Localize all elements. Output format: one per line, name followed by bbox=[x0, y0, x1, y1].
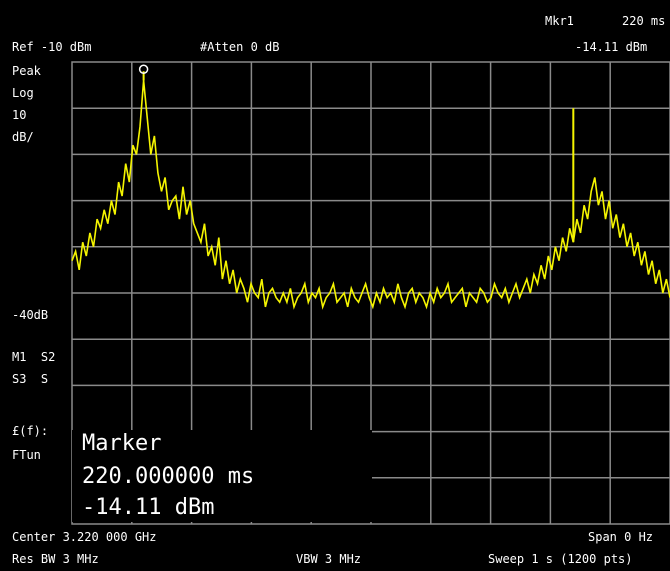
peak-label: Peak bbox=[12, 64, 41, 78]
ftun-label: FTun bbox=[12, 448, 41, 462]
div-label: 10 bbox=[12, 108, 27, 122]
scale-label: Log bbox=[12, 86, 34, 100]
sweep: Sweep 1 s (1200 pts) bbox=[488, 552, 633, 566]
marker-info-box: Marker 220.000000 ms -14.11 dBm bbox=[72, 430, 372, 522]
fc-label: £(f): bbox=[12, 424, 49, 438]
ref-mark-label: -40dB bbox=[12, 308, 49, 322]
marker-readout-top: -14.11 dBm bbox=[575, 40, 648, 54]
marker-time: 220.000000 ms bbox=[82, 464, 255, 489]
res-bw: Res BW 3 MHz bbox=[12, 552, 99, 566]
span: Span 0 Hz bbox=[588, 530, 654, 544]
attenuation: #Atten 0 dB bbox=[200, 40, 280, 54]
vbw: VBW 3 MHz bbox=[296, 552, 362, 566]
trace-line bbox=[71, 80, 670, 310]
ref-level: Ref -10 dBm bbox=[12, 40, 92, 54]
marker-point bbox=[138, 64, 149, 74]
m1-label: M1 S2 bbox=[12, 350, 56, 364]
marker-title: Marker bbox=[82, 431, 162, 456]
unit-label: dB/ bbox=[12, 130, 34, 144]
marker-amplitude: -14.11 dBm bbox=[82, 495, 215, 520]
center-frequency: Center 3.220 000 GHz bbox=[12, 530, 157, 544]
top-right-marker-label: Mkr1 bbox=[545, 14, 574, 28]
top-right-marker-value: 220 ms bbox=[622, 14, 666, 28]
marker-diamond bbox=[138, 64, 149, 74]
s3-label: S3 S bbox=[12, 372, 49, 386]
